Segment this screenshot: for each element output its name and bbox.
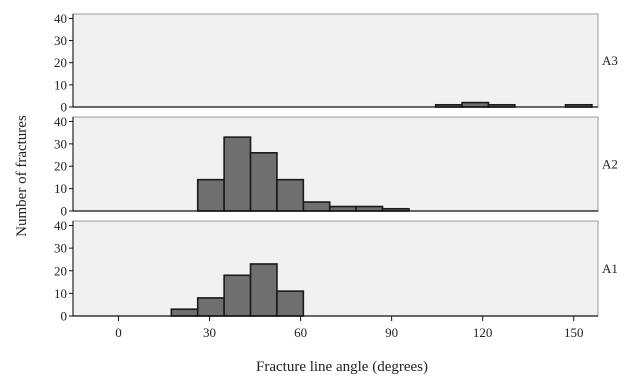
x-axis-title: Fracture line angle (degrees) bbox=[256, 359, 428, 375]
x-tick-label: 120 bbox=[473, 325, 493, 340]
panel-a1-y-tick-label: 40 bbox=[54, 218, 67, 233]
x-tick-label: 90 bbox=[385, 325, 398, 340]
x-tick-label: 0 bbox=[115, 325, 122, 340]
panel-a1-bar-4 bbox=[249, 263, 278, 317]
panel-a1-y-tick-label: 10 bbox=[54, 286, 67, 301]
panel-a1-y-tick-label: 20 bbox=[54, 263, 67, 278]
panel-a2-label: A2 bbox=[602, 157, 618, 172]
x-tick-label: 150 bbox=[564, 325, 584, 340]
panel-a1-bar-5 bbox=[276, 290, 305, 317]
panel-a2-background bbox=[72, 116, 599, 212]
panel-a3-y-tick-label: 20 bbox=[54, 55, 67, 70]
panel-a2-y-tick-label: 0 bbox=[61, 204, 68, 219]
panel-a2-bar-7 bbox=[355, 205, 384, 212]
panel-a2-bar-2 bbox=[223, 136, 252, 212]
x-tick-label: 60 bbox=[294, 325, 307, 340]
panel-a2-y-tick-label: 40 bbox=[54, 114, 67, 129]
panel-a3-label: A3 bbox=[602, 53, 618, 68]
panel-a1-bar-2 bbox=[196, 297, 225, 317]
panel-a2-bar-5 bbox=[302, 201, 331, 212]
panel-a3-y-tick-label: 10 bbox=[54, 77, 67, 92]
panel-a1-label: A1 bbox=[602, 261, 618, 276]
panel-a1-bar-3 bbox=[223, 274, 252, 317]
y-axis-title: Number of fractures bbox=[14, 115, 30, 237]
panel-a2-bar-6 bbox=[328, 205, 357, 212]
panel-a3-bar-2 bbox=[461, 101, 490, 108]
panel-a1-y-tick-label: 30 bbox=[54, 241, 67, 256]
panel-a2-bar-3 bbox=[249, 152, 278, 212]
panel-a3-background bbox=[72, 13, 599, 108]
panel-a2-y-tick-label: 10 bbox=[54, 181, 67, 196]
panel-a1-bar-1 bbox=[170, 308, 199, 317]
panel-a2-bar-1 bbox=[196, 178, 225, 212]
panel-a3-y-tick-label: 40 bbox=[54, 11, 67, 26]
panel-a1-y-tick-label: 0 bbox=[61, 309, 68, 324]
panel-a3-y-tick-label: 30 bbox=[54, 33, 67, 48]
panel-a2-y-tick-label: 20 bbox=[54, 159, 67, 174]
panel-a2-y-tick-label: 30 bbox=[54, 136, 67, 151]
panel-a2-bar-4 bbox=[276, 178, 305, 212]
x-tick-label: 30 bbox=[203, 325, 216, 340]
panel-a3-y-tick-label: 0 bbox=[61, 100, 68, 115]
panel-a1-background bbox=[72, 220, 599, 317]
